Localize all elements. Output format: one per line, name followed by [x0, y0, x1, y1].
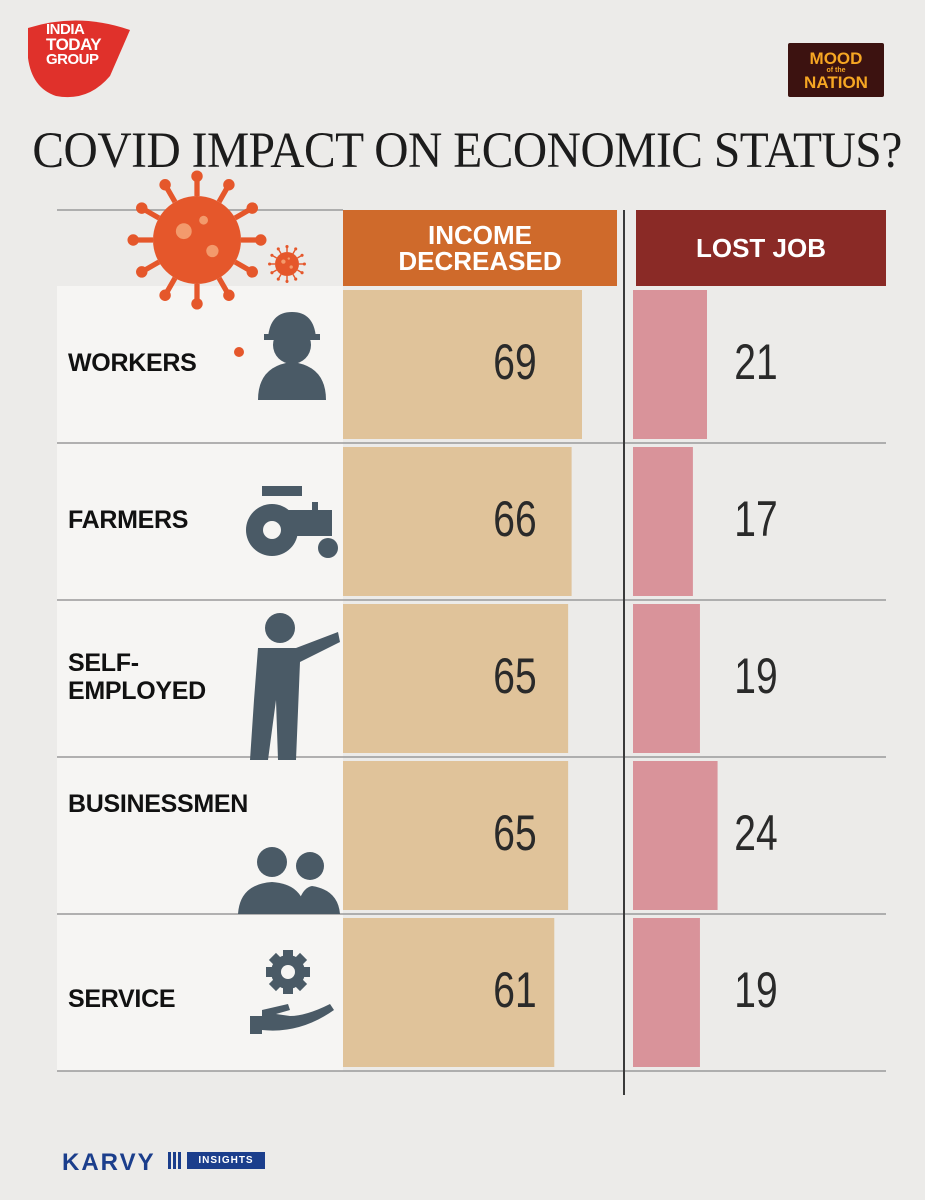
lost-job-value: 19 [734, 647, 778, 704]
lost-job-value: 19 [734, 961, 778, 1018]
income-value: 65 [493, 647, 537, 704]
income-bar-workers [343, 290, 582, 439]
lost-job-bar-self-employed [633, 604, 700, 753]
income-value: 69 [493, 333, 537, 390]
income-bar-farmers [343, 447, 572, 596]
insights-badge: INSIGHTS [187, 1152, 265, 1169]
lost-job-bar-workers [633, 290, 707, 439]
small-virus-icon [268, 245, 306, 283]
lost-job-bar-service [633, 918, 700, 1067]
businessmen-icon [238, 847, 340, 914]
income-value: 65 [493, 804, 537, 861]
mood-of-the-nation-badge: MOOD of the NATION [788, 43, 884, 97]
tractor-icon [246, 486, 338, 558]
income-bar-self-employed [343, 604, 569, 753]
income-value: 66 [493, 490, 537, 547]
worker-helmet-icon [234, 312, 326, 400]
category-label: SELF- EMPLOYED [68, 648, 206, 705]
virus-icon [127, 170, 267, 310]
lost-job-value: 17 [734, 490, 778, 547]
income-bar-businessmen [343, 761, 569, 910]
lost-job-bar-farmers [633, 447, 693, 596]
page-title: COVID IMPACT ON ECONOMIC STATUS? [32, 123, 902, 179]
india-today-group-logo [28, 20, 130, 98]
category-label: BUSINESSMEN [68, 789, 249, 818]
lost-job-header: LOST JOB [636, 210, 886, 286]
income-bar-service [343, 918, 555, 1067]
lost-job-value: 24 [734, 804, 778, 861]
category-label: FARMERS [68, 505, 189, 534]
category-label: WORKERS [68, 348, 197, 377]
leaning-man-icon [250, 613, 340, 760]
lost-job-value: 21 [734, 333, 778, 390]
income-decreased-header: INCOME DECREASED [343, 210, 617, 286]
lost-job-bar-businessmen [633, 761, 718, 910]
logo-text: INDIA TODAY GROUP [46, 21, 102, 68]
category-label: SERVICE [68, 984, 176, 1013]
gear-hand-icon [250, 950, 334, 1034]
income-value: 61 [493, 961, 537, 1018]
karvy-logo-text: KARVY [62, 1149, 156, 1176]
karvy-bars-icon [168, 1152, 181, 1169]
